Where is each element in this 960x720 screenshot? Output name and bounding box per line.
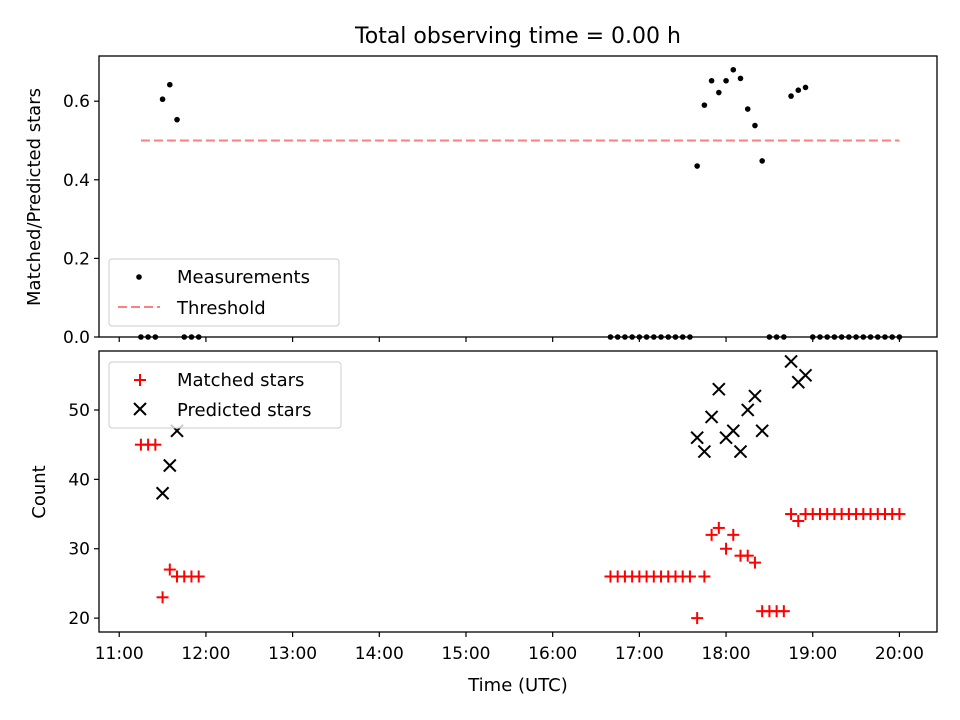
xtick-label: 19:00 <box>788 644 837 664</box>
matched-point <box>698 570 711 583</box>
predicted-point <box>712 382 726 396</box>
measurement-point <box>752 122 758 129</box>
bottom-ylabel: Count <box>29 465 50 518</box>
bot-ytick-label: 30 <box>68 540 90 560</box>
xtick-label: 20:00 <box>875 644 924 664</box>
xtick-label: 14:00 <box>355 644 404 664</box>
xtick-label: 18:00 <box>702 644 751 664</box>
matched-point <box>683 570 696 583</box>
xtick-label: 17:00 <box>615 644 664 664</box>
top-axes-frame <box>98 55 938 338</box>
legend-label-threshold: Threshold <box>176 298 266 319</box>
xtick-label: 15:00 <box>441 644 490 664</box>
xtick-label: 13:00 <box>268 644 317 664</box>
predicted-point <box>784 354 798 369</box>
matched-point <box>156 591 169 604</box>
measurement-point <box>701 102 708 108</box>
bottom-plot-area <box>134 354 906 625</box>
legend-marker-measurements <box>136 274 142 280</box>
ratio-panel: Matched/Predicted stars 0.0 0.2 0.4 0.6 Mea… <box>24 55 938 348</box>
matched-point <box>192 570 205 583</box>
xtick-label: 12:00 <box>181 644 230 664</box>
bottom-legend-box <box>108 361 342 429</box>
measurement-point <box>795 87 802 93</box>
measurement-point <box>802 84 809 91</box>
measurement-point <box>759 158 765 164</box>
count-panel: Count 20 30 40 50 11:00 12:00 13:00 14:00 15:00… <box>29 350 938 696</box>
predicted-point <box>755 424 769 438</box>
bottom-x-ticks: 11:00 12:00 13:00 14:00 15:00 16:00 17:00 18:00… <box>95 632 924 664</box>
measurement-point <box>737 75 744 82</box>
bottom-xlabel: Time (UTC) <box>467 675 568 696</box>
predicted-point <box>726 424 740 438</box>
bot-ytick-label: 50 <box>68 401 90 421</box>
matched-point <box>741 549 754 562</box>
bottom-axes-frame <box>98 350 938 633</box>
matched-point <box>705 528 718 541</box>
legend-label-measurements: Measurements <box>177 267 310 288</box>
xtick-label: 11:00 <box>95 644 144 664</box>
matched-point <box>777 605 790 618</box>
measurement-point <box>723 77 729 84</box>
matched-point <box>785 508 798 521</box>
matched-point <box>691 612 704 625</box>
measurement-point <box>730 66 737 73</box>
top-ytick-label: 0.4 <box>63 171 90 191</box>
bot-ytick-label: 20 <box>68 609 90 629</box>
predicted-point <box>697 444 712 459</box>
top-legend-box <box>108 258 340 327</box>
measurement-point <box>716 89 722 96</box>
measurement-point <box>744 106 751 112</box>
bottom-y-ticks: 20 30 40 50 <box>68 401 99 629</box>
predicted-point <box>690 431 704 445</box>
bottom-legend: Matched stars Predicted stars <box>108 361 342 429</box>
top-ytick-label: 0.6 <box>63 92 90 112</box>
predicted-point <box>748 389 762 403</box>
predicted-point <box>704 410 719 424</box>
legend-label-predicted: Predicted stars <box>177 400 311 421</box>
top-ytick-label: 0.2 <box>63 249 90 269</box>
predicted-point <box>733 444 748 459</box>
predicted-point <box>163 458 177 473</box>
matched-point <box>712 521 725 534</box>
matched-point <box>893 508 906 521</box>
matched-point <box>727 528 740 541</box>
measurement-point <box>708 77 715 84</box>
legend-marker-matched <box>134 374 146 386</box>
chart-title: Total observing time = 0.00 h <box>354 24 681 49</box>
legend-marker-predicted <box>133 402 147 416</box>
matched-point <box>149 438 162 451</box>
matched-point <box>720 542 733 555</box>
predicted-point <box>798 368 813 382</box>
matched-point <box>792 514 805 527</box>
matched-point <box>163 563 176 576</box>
top-ytick-label: 0.0 <box>63 328 90 348</box>
measurement-point <box>166 81 173 88</box>
measurement-point <box>694 163 700 169</box>
measurement-point <box>174 116 180 123</box>
measurement-point <box>159 96 166 103</box>
legend-label-matched: Matched stars <box>177 370 304 391</box>
top-x-ticks <box>118 337 901 342</box>
predicted-point <box>155 486 170 500</box>
top-ylabel: Matched/Predicted stars <box>24 88 45 306</box>
measurement-point <box>788 93 794 99</box>
xtick-label: 16:00 <box>528 644 577 664</box>
top-y-ticks: 0.0 0.2 0.4 0.6 <box>63 92 99 348</box>
predicted-point <box>741 403 755 417</box>
matched-point <box>748 556 761 569</box>
bot-ytick-label: 40 <box>68 470 90 490</box>
top-legend: Measurements Threshold <box>108 258 340 327</box>
